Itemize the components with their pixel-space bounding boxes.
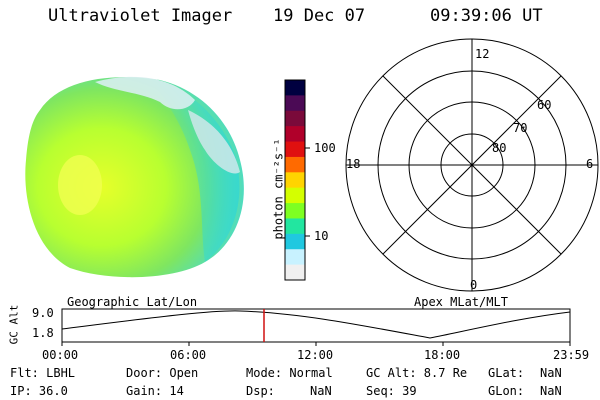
orbit-x-tick-1200: 12:00 <box>297 348 334 362</box>
polar-grid <box>345 38 599 292</box>
orbit-frame <box>61 308 571 343</box>
orbit-axis-label: GC Alt <box>7 304 21 345</box>
gc-altitude-status: GC Alt: 8.7 Re <box>366 366 468 380</box>
polar-label-60: 60 <box>537 98 552 112</box>
polar-label-18: 18 <box>346 157 361 171</box>
colorbar-segment <box>285 95 305 112</box>
colorbar <box>285 80 305 281</box>
glat-value: NaN <box>540 366 562 380</box>
gain-status: Gain: 14 <box>126 384 184 398</box>
colorbar-segment <box>285 110 305 127</box>
colorbar-segment <box>285 203 305 219</box>
geographic-panel-label: Geographic Lat/Lon <box>67 295 198 309</box>
colorbar-label-100: 100 <box>314 141 336 155</box>
sequence-status: Seq: 39 <box>366 384 417 398</box>
colorbar-segment <box>285 187 305 204</box>
colorbar-segment <box>285 172 305 189</box>
colorbar-segment <box>285 126 305 143</box>
polar-label-70: 70 <box>513 121 528 135</box>
glon-label: GLon: <box>488 384 525 398</box>
colorbar-segment <box>285 156 305 173</box>
colorbar-frame <box>284 79 306 281</box>
orbit-y-tick-min: 1.8 <box>32 326 54 340</box>
colorbar-unit-label: photon cm⁻²s⁻¹ <box>271 138 286 240</box>
polar-label-6: 6 <box>586 157 594 171</box>
orbit-x-tick-1800: 18:00 <box>424 348 461 362</box>
colorbar-segment <box>285 264 305 281</box>
orbit-x-ticks <box>61 342 571 346</box>
colorbar-segment <box>285 141 305 158</box>
colorbar-segment <box>285 233 305 250</box>
orbit-x-tick-0000: 00:00 <box>42 348 79 362</box>
glon-value: NaN <box>540 384 562 398</box>
earth-image <box>25 76 244 278</box>
dsp-value: NaN <box>310 384 332 398</box>
polar-diag-2 <box>382 75 562 255</box>
orbit-altitude-curve <box>61 310 571 339</box>
orbit-x-tick-2359: 23:59 <box>553 348 590 362</box>
polar-label-80: 80 <box>492 141 507 155</box>
orbit-y-tick-max: 9.0 <box>32 306 54 320</box>
ip-status: IP: 36.0 <box>10 384 68 398</box>
glat-label: GLat: <box>488 366 525 380</box>
door-status: Door: Open <box>126 366 199 380</box>
colorbar-segment <box>285 80 305 96</box>
date-label: 19 Dec 07 <box>273 6 366 26</box>
colorbar-segment <box>285 218 305 235</box>
colorbar-segment <box>285 249 305 266</box>
instrument-title: Ultraviolet Imager <box>48 6 233 26</box>
filter-status: Flt: LBHL <box>10 366 76 380</box>
apex-panel-label: Apex MLat/MLT <box>414 295 508 309</box>
colorbar-label-10: 10 <box>314 229 329 243</box>
dsp-label: Dsp: <box>246 384 275 398</box>
orbit-x-tick-0600: 06:00 <box>170 348 207 362</box>
time-label: 09:39:06 UT <box>430 6 543 26</box>
polar-label-12: 12 <box>475 47 490 61</box>
polar-label-0: 0 <box>470 278 478 292</box>
mode-status: Mode: Normal <box>246 366 333 380</box>
